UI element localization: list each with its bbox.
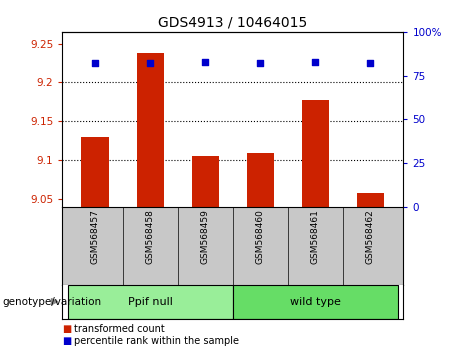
Bar: [301, 99, 329, 207]
Text: percentile rank within the sample: percentile rank within the sample: [74, 336, 239, 346]
Text: GSM568458: GSM568458: [146, 210, 155, 264]
Bar: [68, 285, 233, 319]
Bar: [82, 137, 109, 207]
Text: GSM568459: GSM568459: [201, 210, 210, 264]
Point: [201, 59, 209, 64]
Point: [147, 61, 154, 66]
Text: wild type: wild type: [290, 297, 341, 307]
Text: transformed count: transformed count: [74, 324, 165, 333]
Point: [257, 61, 264, 66]
Bar: [136, 53, 164, 207]
Point: [366, 61, 374, 66]
Text: GSM568457: GSM568457: [91, 210, 100, 264]
Text: Ppif null: Ppif null: [128, 297, 173, 307]
Bar: [357, 193, 384, 207]
Bar: [191, 156, 219, 207]
Point: [92, 61, 99, 66]
Text: ■: ■: [62, 324, 71, 333]
Text: genotype/variation: genotype/variation: [2, 297, 101, 307]
Point: [312, 59, 319, 64]
Text: GSM568462: GSM568462: [366, 210, 375, 264]
Bar: [247, 153, 274, 207]
Text: ■: ■: [62, 336, 71, 346]
Text: GSM568461: GSM568461: [311, 210, 320, 264]
Title: GDS4913 / 10464015: GDS4913 / 10464015: [158, 15, 307, 29]
Text: GSM568460: GSM568460: [256, 210, 265, 264]
Bar: [233, 285, 398, 319]
